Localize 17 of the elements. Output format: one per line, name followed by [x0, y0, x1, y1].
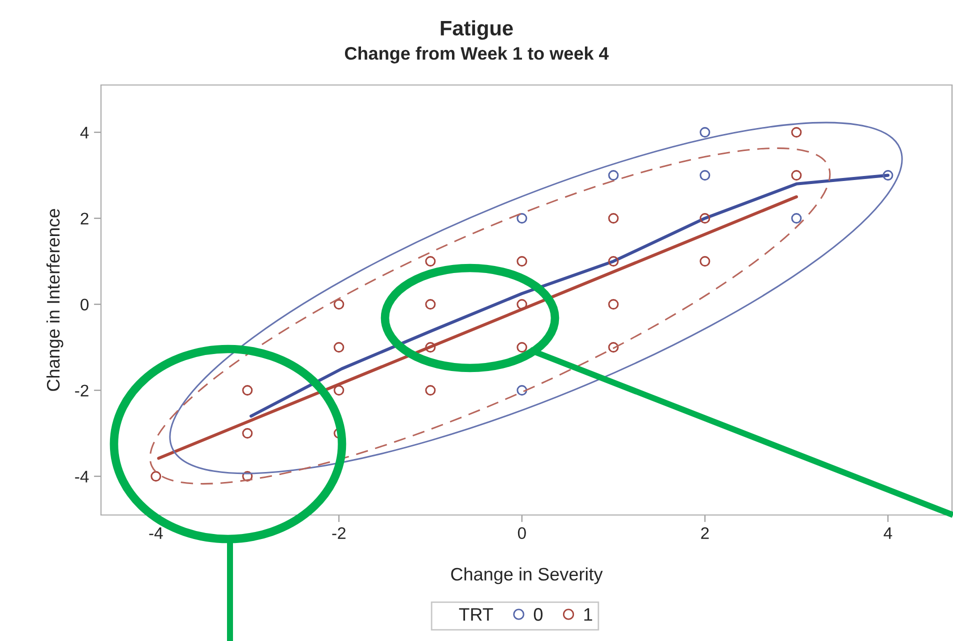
y-tick-label: 0 [80, 298, 89, 311]
x-tick-label: -2 [332, 527, 346, 539]
y-tick-label: 2 [80, 212, 88, 224]
x-tick-label: -4 [149, 527, 163, 539]
y-tick-label: -2 [75, 384, 88, 396]
legend-label: 0 [534, 608, 543, 621]
x-axis-title: Change in Severity [451, 567, 603, 584]
y-axis-title: Change in Interference [46, 208, 64, 391]
chart-subtitle: Change from Week 1 to week 4 [344, 46, 609, 64]
y-tick-label: -4 [75, 470, 89, 482]
chart-title: Fatigue [440, 20, 513, 40]
y-tick-label: 4 [80, 126, 89, 138]
legend-label: 1 [584, 608, 592, 621]
legend-title: TRT [459, 608, 494, 621]
x-tick-label: 2 [701, 527, 709, 539]
x-tick-label: 0 [518, 527, 526, 540]
x-tick-label: 4 [884, 527, 892, 539]
